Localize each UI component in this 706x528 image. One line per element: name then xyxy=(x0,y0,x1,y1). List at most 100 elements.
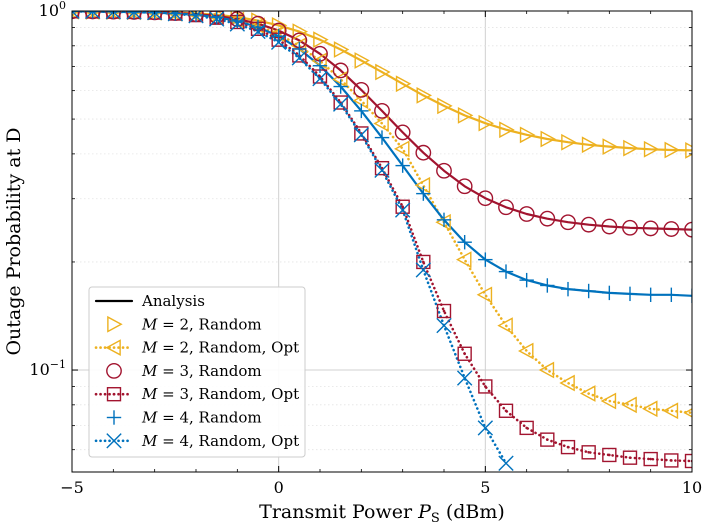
legend-entry: M = 2, Random xyxy=(107,315,262,333)
series-5-point xyxy=(312,58,328,73)
series-5-point xyxy=(271,28,286,44)
series-3-point xyxy=(601,218,618,235)
x-tick-label: 5 xyxy=(480,478,490,497)
legend-label: M = 4, Random, Opt xyxy=(141,432,299,450)
series-6-point xyxy=(312,70,328,87)
series-3-point xyxy=(580,216,597,233)
series-3-point xyxy=(394,124,411,141)
series-2-point xyxy=(497,317,513,334)
legend-entry: M = 4, Random xyxy=(106,409,262,427)
series-6-point xyxy=(456,370,473,386)
series-2-point xyxy=(683,408,692,418)
series-2-point xyxy=(621,396,637,414)
series-2-point xyxy=(662,402,679,420)
series-6-point xyxy=(415,262,432,278)
legend: Analysis M = 2, Random M = 2, Random, Opt M… xyxy=(88,286,306,458)
series-1-point xyxy=(437,97,453,115)
series-5-point xyxy=(560,281,576,297)
series-6-point xyxy=(72,11,80,20)
series-3-point xyxy=(353,81,370,98)
legend-label: M = 3, Random, Opt xyxy=(141,385,299,403)
series-3-point xyxy=(560,214,576,231)
y-axis-label: Outage Probability at D xyxy=(3,127,25,355)
series-5-point xyxy=(602,285,617,301)
series-2-point xyxy=(579,385,596,402)
series-6-point xyxy=(332,96,349,112)
legend-entry: M = 3, Random xyxy=(106,362,262,380)
legend-marker xyxy=(106,410,122,425)
series-3-point xyxy=(477,190,494,207)
series-5-point xyxy=(436,212,452,228)
series-6-point xyxy=(291,50,308,66)
legend-marker xyxy=(106,387,122,402)
series-6-point xyxy=(167,11,184,22)
series-4-point xyxy=(643,451,658,467)
axis-ticks xyxy=(71,10,693,472)
series-6-point xyxy=(353,127,370,143)
series-6-point xyxy=(374,162,390,178)
legend-entry: M = 3, Random, Opt xyxy=(94,385,299,403)
series-1-point xyxy=(685,142,692,159)
x-axis-label: Transmit Power PS (dBm) xyxy=(259,501,505,526)
series-3-point xyxy=(456,178,473,195)
series-1-point xyxy=(540,130,557,148)
series-4-point xyxy=(478,379,493,394)
series-5-point xyxy=(684,288,692,303)
series-6-point xyxy=(126,11,142,20)
legend-label: M = 2, Random, Opt xyxy=(141,339,299,357)
series-6-point xyxy=(188,11,204,24)
series-6-point xyxy=(250,23,266,40)
series-4-point xyxy=(540,432,555,447)
series-5-point xyxy=(209,11,224,25)
series-2-point xyxy=(393,140,410,158)
series-4-point xyxy=(519,420,534,436)
series-1-point xyxy=(457,107,474,124)
series-5-point xyxy=(292,41,307,57)
series-6-point xyxy=(498,455,514,471)
series-2-point xyxy=(476,286,493,304)
legend-entry: M = 2, Random, Opt xyxy=(94,339,299,357)
series-4-point xyxy=(457,346,472,361)
legend-box xyxy=(88,286,306,458)
series-5-point xyxy=(395,158,410,173)
series-4-point xyxy=(416,254,431,270)
series-2-point xyxy=(373,115,389,132)
series-1-point xyxy=(519,126,536,144)
series-6-point xyxy=(394,202,411,218)
series-1-point xyxy=(602,138,619,156)
series-1-point xyxy=(561,133,577,151)
series-5-point xyxy=(664,287,679,303)
series-1-point xyxy=(333,41,350,58)
series-3-point xyxy=(436,162,452,179)
series-4-point xyxy=(395,199,410,214)
series-5-point xyxy=(581,283,596,299)
series-5-point xyxy=(457,235,472,250)
y-tick-label: 100 xyxy=(39,0,66,20)
series-line-6 xyxy=(72,11,508,465)
series-1-point xyxy=(375,63,391,81)
series-5-point xyxy=(622,286,638,302)
legend-marker xyxy=(107,315,123,333)
series-6-point xyxy=(229,16,246,32)
series-4-point xyxy=(622,450,638,465)
series-3-point xyxy=(642,220,659,237)
series-markers xyxy=(72,11,692,471)
series-3-point xyxy=(498,199,514,216)
series-5-point xyxy=(354,103,369,119)
series-1-point xyxy=(664,141,681,159)
legend-label: M = 3, Random xyxy=(141,362,262,380)
series-1-point xyxy=(416,87,433,104)
plot-frame xyxy=(71,10,693,473)
series-2-point xyxy=(641,400,658,418)
series-3-point xyxy=(539,210,556,227)
series-1-point xyxy=(581,136,598,154)
series-5-point xyxy=(519,272,534,288)
series-6-point xyxy=(477,420,494,436)
series-4-point xyxy=(602,447,617,463)
series-4-point xyxy=(498,403,514,418)
series-6-point xyxy=(208,11,225,27)
series-5-point xyxy=(374,130,390,145)
series-2-point xyxy=(538,361,555,379)
